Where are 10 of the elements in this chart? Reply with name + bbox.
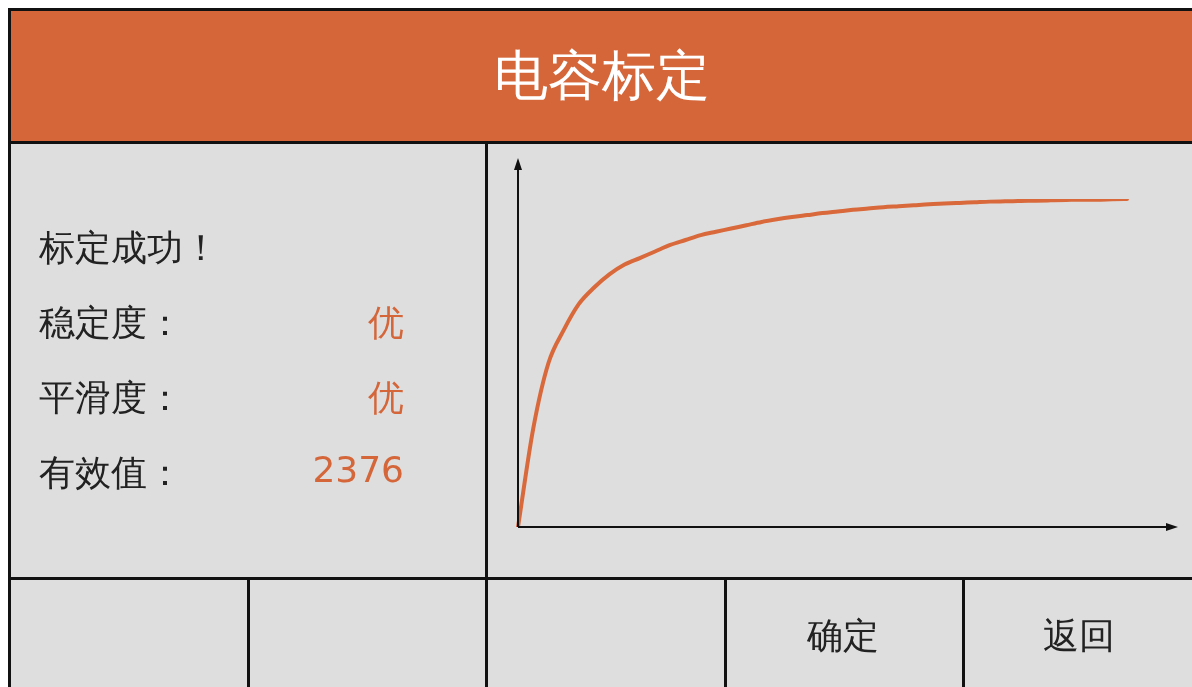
text: 优 — [368, 376, 404, 420]
text: 确定 — [724, 580, 965, 687]
text: 稳定度： — [39, 302, 183, 343]
text: 有效值： — [39, 452, 183, 493]
text: 平滑度： — [39, 377, 183, 418]
chart-title: 电容标定 — [11, 11, 1192, 144]
text: 优 — [368, 301, 404, 345]
text: 返回 — [962, 580, 1192, 687]
text: 2376 — [312, 449, 404, 490]
text: 标定成功！ — [39, 226, 220, 270]
